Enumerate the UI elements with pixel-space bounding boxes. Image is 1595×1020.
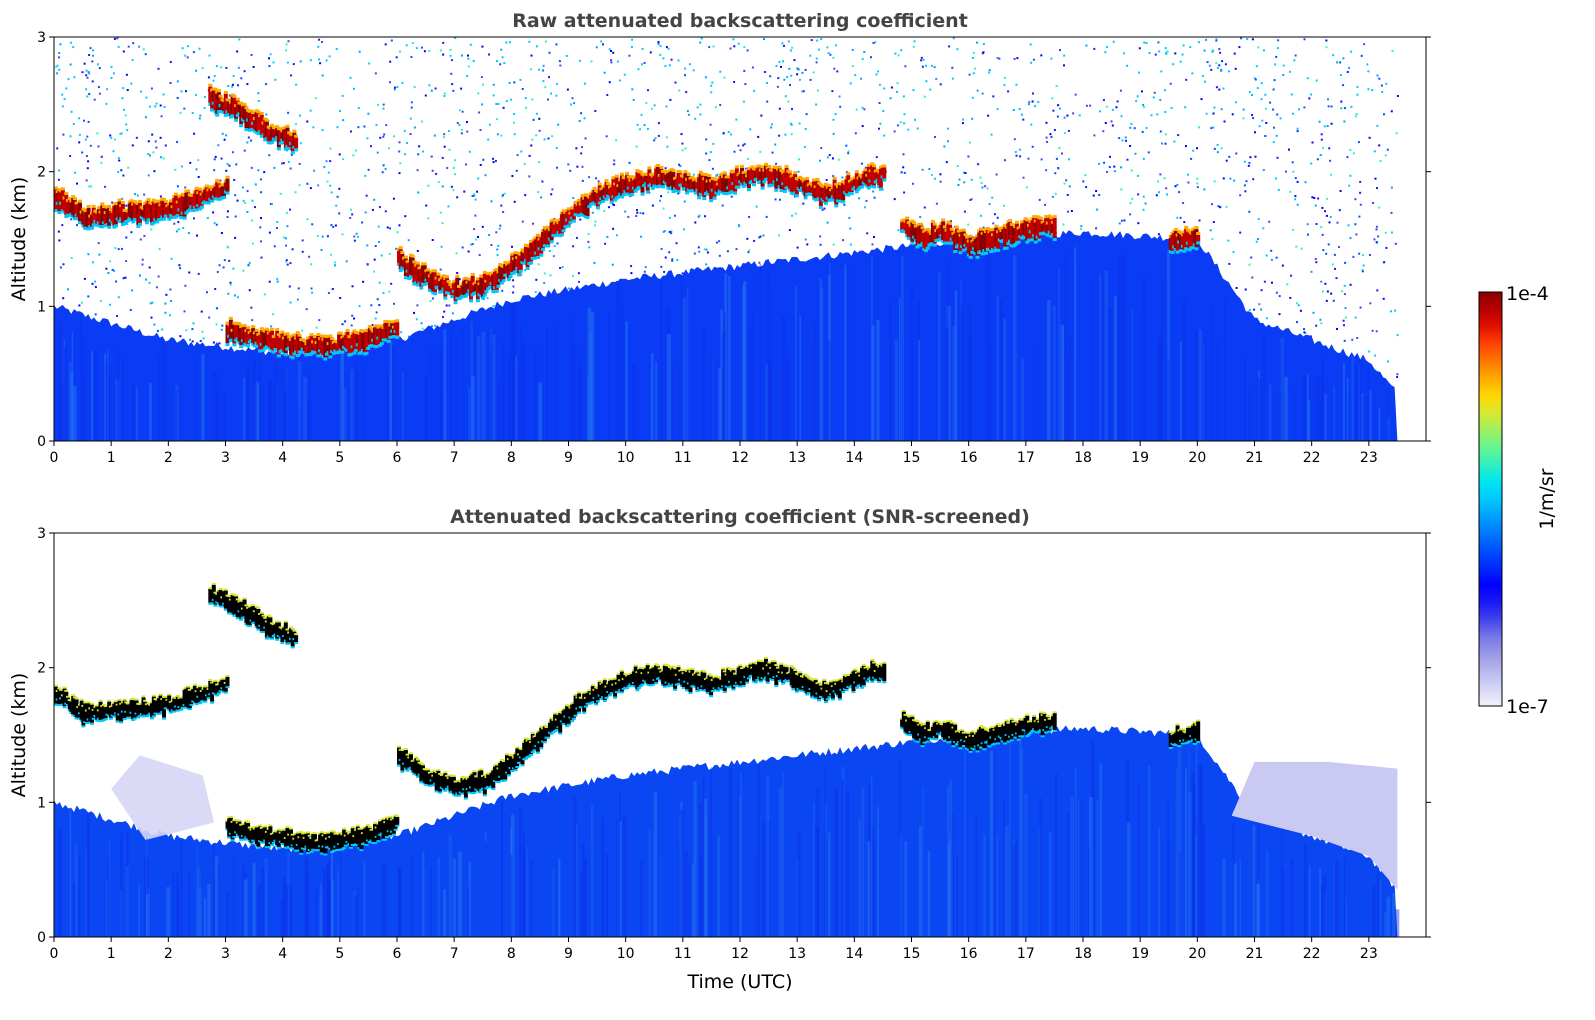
x-tick-label: 1 bbox=[107, 450, 116, 466]
cloud-layer bbox=[208, 83, 299, 155]
cloud-layers bbox=[54, 83, 1201, 361]
x-tick-label: 9 bbox=[564, 450, 573, 466]
x-tick-label: 17 bbox=[1017, 946, 1035, 962]
x-tick-label: 23 bbox=[1360, 450, 1378, 466]
x-tick-label: 13 bbox=[788, 946, 806, 962]
x-tick-label: 22 bbox=[1303, 450, 1321, 466]
colorbar-max-label: 1e-4 bbox=[1506, 283, 1549, 305]
y-tick-label: 3 bbox=[37, 526, 46, 542]
x-tick-label: 17 bbox=[1017, 450, 1035, 466]
colorbar-unit-label: 1/m/sr bbox=[1536, 468, 1558, 529]
x-tick-label: 6 bbox=[393, 450, 402, 466]
cloud-layer bbox=[54, 674, 230, 728]
x-tick-label: 22 bbox=[1303, 946, 1321, 962]
x-tick-label: 8 bbox=[507, 450, 516, 466]
x-tick-label: 0 bbox=[50, 450, 59, 466]
colorbar-gradient bbox=[1478, 291, 1503, 707]
x-tick-label: 1 bbox=[107, 946, 116, 962]
cloud-layer bbox=[900, 709, 1057, 753]
x-tick-label: 9 bbox=[564, 946, 573, 962]
x-tick-label: 20 bbox=[1188, 946, 1206, 962]
y-axis-label: Altitude (km) bbox=[8, 673, 30, 798]
x-tick-label: 16 bbox=[960, 450, 978, 466]
cloud-layers bbox=[54, 582, 1201, 856]
x-tick-label: 11 bbox=[674, 946, 692, 962]
x-tick-label: 5 bbox=[335, 946, 344, 962]
x-tick-label: 13 bbox=[788, 450, 806, 466]
x-tick-label: 0 bbox=[50, 946, 59, 962]
x-tick-label: 2 bbox=[164, 946, 173, 962]
boundary-layer bbox=[54, 725, 1398, 937]
x-tick-label: 3 bbox=[221, 450, 230, 466]
weak-signal-region bbox=[111, 755, 1398, 890]
cloud-layer bbox=[397, 162, 887, 305]
x-tick-label: 4 bbox=[278, 450, 287, 466]
x-tick-label: 18 bbox=[1074, 450, 1092, 466]
cloud-layer bbox=[397, 656, 887, 800]
cloud-layer bbox=[225, 814, 400, 856]
x-tick-label: 21 bbox=[1246, 450, 1264, 466]
x-tick-label: 20 bbox=[1188, 450, 1206, 466]
colorbar: 1e-4 1e-7 1/m/sr bbox=[1478, 283, 1558, 718]
cloud-layer bbox=[900, 214, 1057, 259]
panel-title: Attenuated backscattering coefficient (S… bbox=[450, 506, 1030, 528]
x-tick-label: 14 bbox=[845, 450, 863, 466]
x-tick-label: 15 bbox=[903, 450, 921, 466]
x-tick-label: 16 bbox=[960, 946, 978, 962]
cloud-layer bbox=[208, 582, 299, 649]
cloud-layer bbox=[54, 175, 230, 231]
x-tick-label: 12 bbox=[731, 946, 749, 962]
x-tick-label: 19 bbox=[1131, 946, 1149, 962]
x-tick-label: 7 bbox=[450, 450, 459, 466]
x-tick-label: 15 bbox=[903, 946, 921, 962]
y-tick-label: 1 bbox=[37, 795, 46, 811]
y-tick-label: 0 bbox=[37, 930, 46, 946]
x-tick-label: 4 bbox=[278, 946, 287, 962]
x-tick-label: 3 bbox=[221, 946, 230, 962]
axes: 0 1 2 3 4 5 6 7 8 9 10 11 12 13 14 15 16 17 18 19 20 21 22 2301… bbox=[37, 526, 1431, 962]
x-tick-label: 6 bbox=[393, 946, 402, 962]
y-axis-label: Altitude (km) bbox=[8, 177, 30, 302]
x-tick-label: 21 bbox=[1246, 946, 1264, 962]
x-axis-label: Time (UTC) bbox=[686, 971, 792, 993]
aerosol-streaks bbox=[58, 737, 1400, 937]
panel-raw: Raw attenuated backscattering coefficien… bbox=[8, 10, 1431, 466]
y-tick-label: 3 bbox=[37, 30, 46, 46]
x-tick-label: 12 bbox=[731, 450, 749, 466]
y-tick-label: 1 bbox=[37, 299, 46, 315]
cloud-layer bbox=[1168, 225, 1201, 254]
x-tick-label: 7 bbox=[450, 946, 459, 962]
boundary-layer bbox=[54, 230, 1398, 441]
cloud-layer bbox=[1168, 719, 1201, 749]
axes: 0 1 2 3 4 5 6 7 8 9 10 11 12 13 14 15 16 17 18 19 20 21 22 2301… bbox=[37, 30, 1431, 466]
y-tick-label: 0 bbox=[37, 434, 46, 450]
colorbar-min-label: 1e-7 bbox=[1506, 696, 1549, 718]
x-tick-label: 19 bbox=[1131, 450, 1149, 466]
y-tick-label: 2 bbox=[37, 165, 46, 181]
x-tick-label: 11 bbox=[674, 450, 692, 466]
x-tick-label: 14 bbox=[845, 946, 863, 962]
x-tick-label: 10 bbox=[617, 946, 635, 962]
x-tick-label: 8 bbox=[507, 946, 516, 962]
x-tick-label: 5 bbox=[335, 450, 344, 466]
x-tick-label: 18 bbox=[1074, 946, 1092, 962]
x-tick-label: 23 bbox=[1360, 946, 1378, 962]
cloud-layer bbox=[225, 316, 400, 361]
panel-title: Raw attenuated backscattering coefficien… bbox=[512, 10, 968, 32]
x-tick-label: 10 bbox=[617, 450, 635, 466]
y-tick-label: 2 bbox=[37, 661, 46, 677]
aerosol-streaks bbox=[57, 246, 1390, 441]
x-tick-label: 2 bbox=[164, 450, 173, 466]
panel-screened: Attenuated backscattering coefficient (S… bbox=[8, 506, 1431, 993]
